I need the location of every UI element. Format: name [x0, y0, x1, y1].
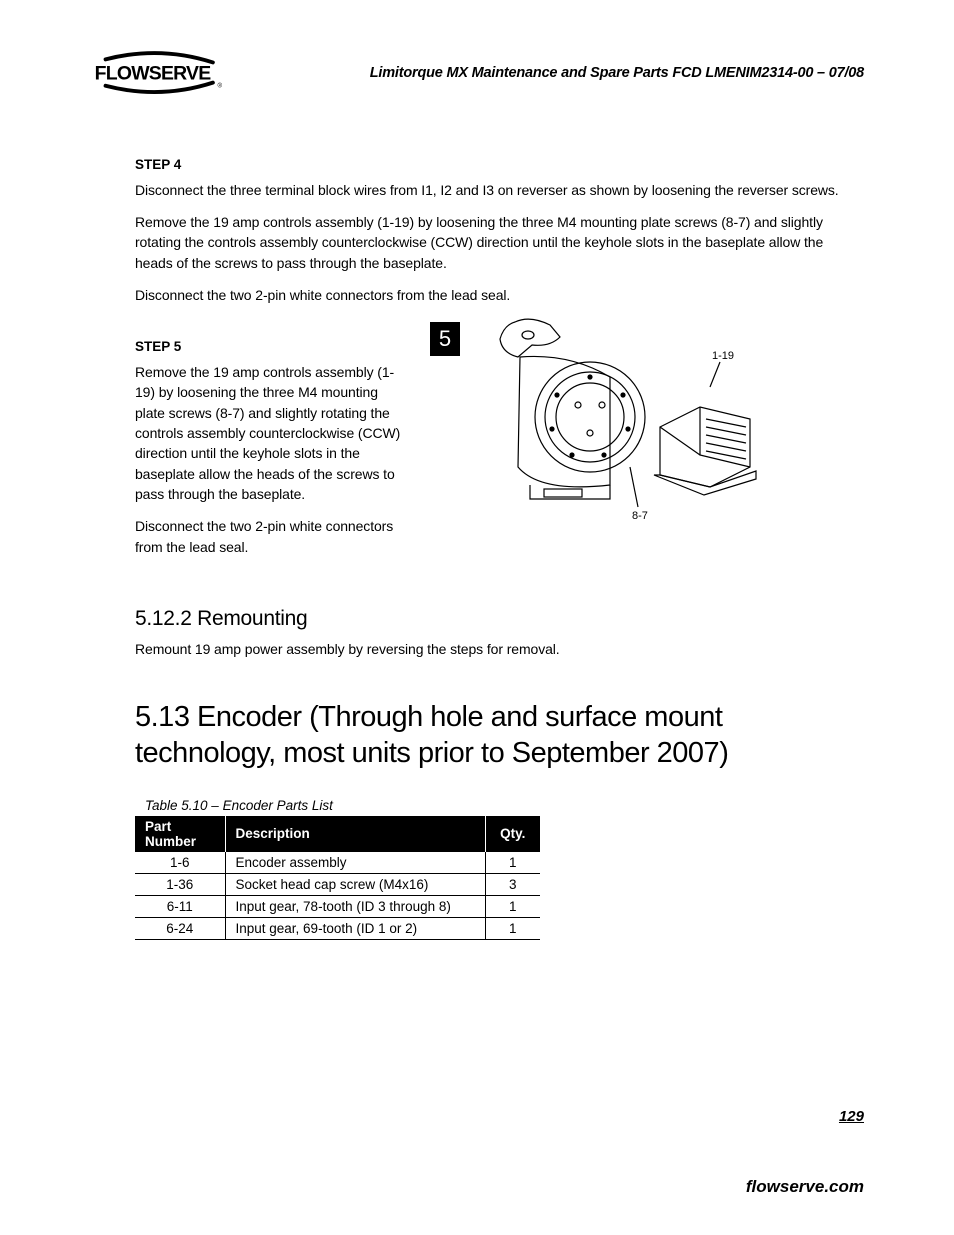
cell-pn: 1-6: [135, 852, 225, 874]
cell-qty: 1: [485, 852, 540, 874]
table-row: 1-36 Socket head cap screw (M4x16) 3: [135, 873, 540, 895]
step4-title: STEP 4: [135, 157, 864, 172]
cell-desc: Encoder assembly: [225, 852, 485, 874]
cell-qty: 1: [485, 917, 540, 939]
cell-pn: 1-36: [135, 873, 225, 895]
footer-url: flowserve.com: [746, 1177, 864, 1197]
cell-pn: 6-11: [135, 895, 225, 917]
flowserve-logo: FLOWSERVE ®: [90, 50, 230, 97]
assembly-diagram-icon: 1-19 8-7: [460, 317, 770, 527]
step4-p3: Disconnect the two 2-pin white connector…: [135, 285, 864, 305]
table-row: 6-24 Input gear, 69-tooth (ID 1 or 2) 1: [135, 917, 540, 939]
doc-title: Limitorque MX Maintenance and Spare Part…: [370, 65, 864, 81]
encoder-heading: 5.13 Encoder (Through hole and surface m…: [135, 699, 864, 772]
step4-p2: Remove the 19 amp controls assembly (1-1…: [135, 212, 864, 273]
step4-p1: Disconnect the three terminal block wire…: [135, 180, 864, 200]
remounting-p1: Remount 19 amp power assembly by reversi…: [135, 639, 864, 659]
step5-p1: Remove the 19 amp controls assembly (1-1…: [135, 362, 410, 504]
cell-qty: 1: [485, 895, 540, 917]
callout-8-7: 8-7: [632, 510, 648, 522]
page-header: FLOWSERVE ® Limitorque MX Maintenance an…: [90, 50, 864, 97]
step5-title: STEP 5: [135, 339, 410, 354]
encoder-parts-table: Part Number Description Qty. 1-6 Encoder…: [135, 816, 540, 940]
remounting-heading: 5.12.2 Remounting: [135, 607, 864, 631]
svg-text:FLOWSERVE: FLOWSERVE: [95, 63, 212, 85]
cell-qty: 3: [485, 873, 540, 895]
table-caption: Table 5.10 – Encoder Parts List: [145, 798, 864, 813]
col-qty: Qty.: [485, 816, 540, 852]
cell-desc: Input gear, 78-tooth (ID 3 through 8): [225, 895, 485, 917]
table-row: 1-6 Encoder assembly 1: [135, 852, 540, 874]
svg-text:®: ®: [218, 82, 223, 89]
table-row: 6-11 Input gear, 78-tooth (ID 3 through …: [135, 895, 540, 917]
step5-figure: 5: [430, 317, 864, 527]
col-description: Description: [225, 816, 485, 852]
cell-desc: Input gear, 69-tooth (ID 1 or 2): [225, 917, 485, 939]
callout-1-19: 1-19: [712, 350, 734, 362]
cell-pn: 6-24: [135, 917, 225, 939]
col-part-number: Part Number: [135, 816, 225, 852]
step5-p2: Disconnect the two 2-pin white connector…: [135, 516, 410, 557]
cell-desc: Socket head cap screw (M4x16): [225, 873, 485, 895]
page-number: 129: [839, 1108, 864, 1125]
main-content: STEP 4 Disconnect the three terminal blo…: [135, 157, 864, 940]
step-badge: 5: [430, 322, 460, 356]
